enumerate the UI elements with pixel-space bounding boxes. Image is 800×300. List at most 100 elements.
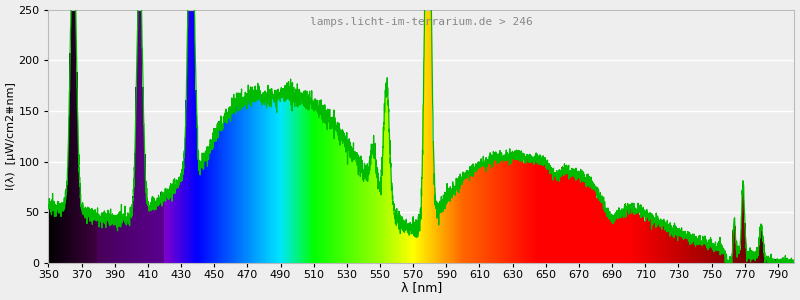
Bar (303, 105, 305, 263)
Bar (530, 162, 532, 263)
Bar (338, 140, 339, 263)
Bar (306, 103, 308, 263)
Bar (141, 10, 142, 263)
Bar (517, 159, 518, 263)
Bar (158, 199, 161, 263)
Bar (384, 99, 386, 263)
Bar (169, 190, 170, 263)
Bar (630, 206, 631, 263)
Bar (551, 178, 554, 263)
Bar (641, 212, 643, 263)
Bar (336, 125, 338, 263)
Bar (437, 205, 439, 263)
Bar (730, 259, 732, 263)
Bar (726, 255, 727, 263)
Bar (754, 255, 755, 263)
Bar (257, 98, 258, 263)
Bar (732, 230, 734, 263)
Bar (646, 216, 648, 263)
Bar (515, 155, 517, 263)
Bar (112, 222, 114, 263)
Bar (718, 250, 719, 263)
Bar (686, 238, 687, 263)
Bar (642, 212, 645, 263)
Bar (460, 178, 462, 263)
Bar (593, 189, 594, 263)
Bar (102, 218, 104, 263)
Bar (492, 163, 494, 263)
Bar (104, 220, 106, 263)
Bar (694, 245, 696, 263)
Bar (138, 10, 141, 263)
Bar (719, 238, 721, 263)
Bar (137, 10, 139, 263)
Bar (580, 169, 582, 263)
Bar (313, 104, 314, 263)
Bar (331, 122, 333, 263)
Bar (742, 184, 744, 263)
Bar (396, 208, 398, 263)
Bar (654, 220, 656, 263)
Bar (101, 222, 102, 263)
Bar (774, 262, 775, 263)
Bar (706, 244, 707, 263)
Bar (228, 113, 230, 263)
Bar (755, 257, 757, 263)
Bar (122, 216, 124, 263)
Bar (594, 186, 596, 263)
Bar (144, 154, 146, 263)
Bar (398, 219, 399, 263)
Text: lamps.licht-im-terrarium.de > 246: lamps.licht-im-terrarium.de > 246 (310, 17, 533, 27)
Bar (466, 176, 467, 263)
Bar (62, 206, 64, 263)
Bar (588, 186, 590, 263)
Bar (200, 162, 202, 263)
Bar (321, 119, 323, 263)
Bar (248, 98, 250, 263)
Bar (370, 163, 371, 263)
Bar (596, 198, 598, 263)
Bar (149, 209, 150, 263)
Bar (180, 182, 182, 263)
Bar (744, 224, 746, 263)
Bar (195, 90, 197, 263)
Bar (371, 149, 373, 263)
Bar (359, 176, 361, 263)
Bar (354, 158, 356, 263)
Bar (656, 222, 658, 263)
Bar (667, 231, 670, 263)
Bar (610, 219, 611, 263)
Bar (265, 101, 266, 263)
Bar (618, 208, 620, 263)
Bar (701, 246, 702, 263)
Bar (540, 165, 542, 263)
Bar (150, 208, 152, 263)
Bar (178, 181, 180, 263)
Bar (146, 199, 147, 263)
Bar (182, 174, 184, 263)
Bar (532, 161, 534, 263)
Bar (394, 217, 396, 263)
Bar (115, 215, 118, 263)
Bar (439, 213, 441, 263)
Bar (263, 103, 265, 263)
Bar (509, 165, 510, 263)
Bar (399, 229, 401, 263)
Bar (316, 107, 318, 263)
Bar (679, 233, 681, 263)
Bar (702, 244, 704, 263)
Bar (157, 202, 158, 263)
Bar (387, 100, 389, 263)
Bar (364, 175, 366, 263)
Bar (542, 164, 543, 263)
Bar (341, 134, 342, 263)
Bar (566, 171, 568, 263)
Bar (430, 14, 432, 263)
Bar (545, 160, 546, 263)
Bar (223, 121, 225, 263)
Bar (346, 143, 348, 263)
Bar (135, 87, 138, 263)
Bar (50, 202, 51, 263)
Bar (538, 157, 540, 263)
Bar (546, 160, 548, 263)
